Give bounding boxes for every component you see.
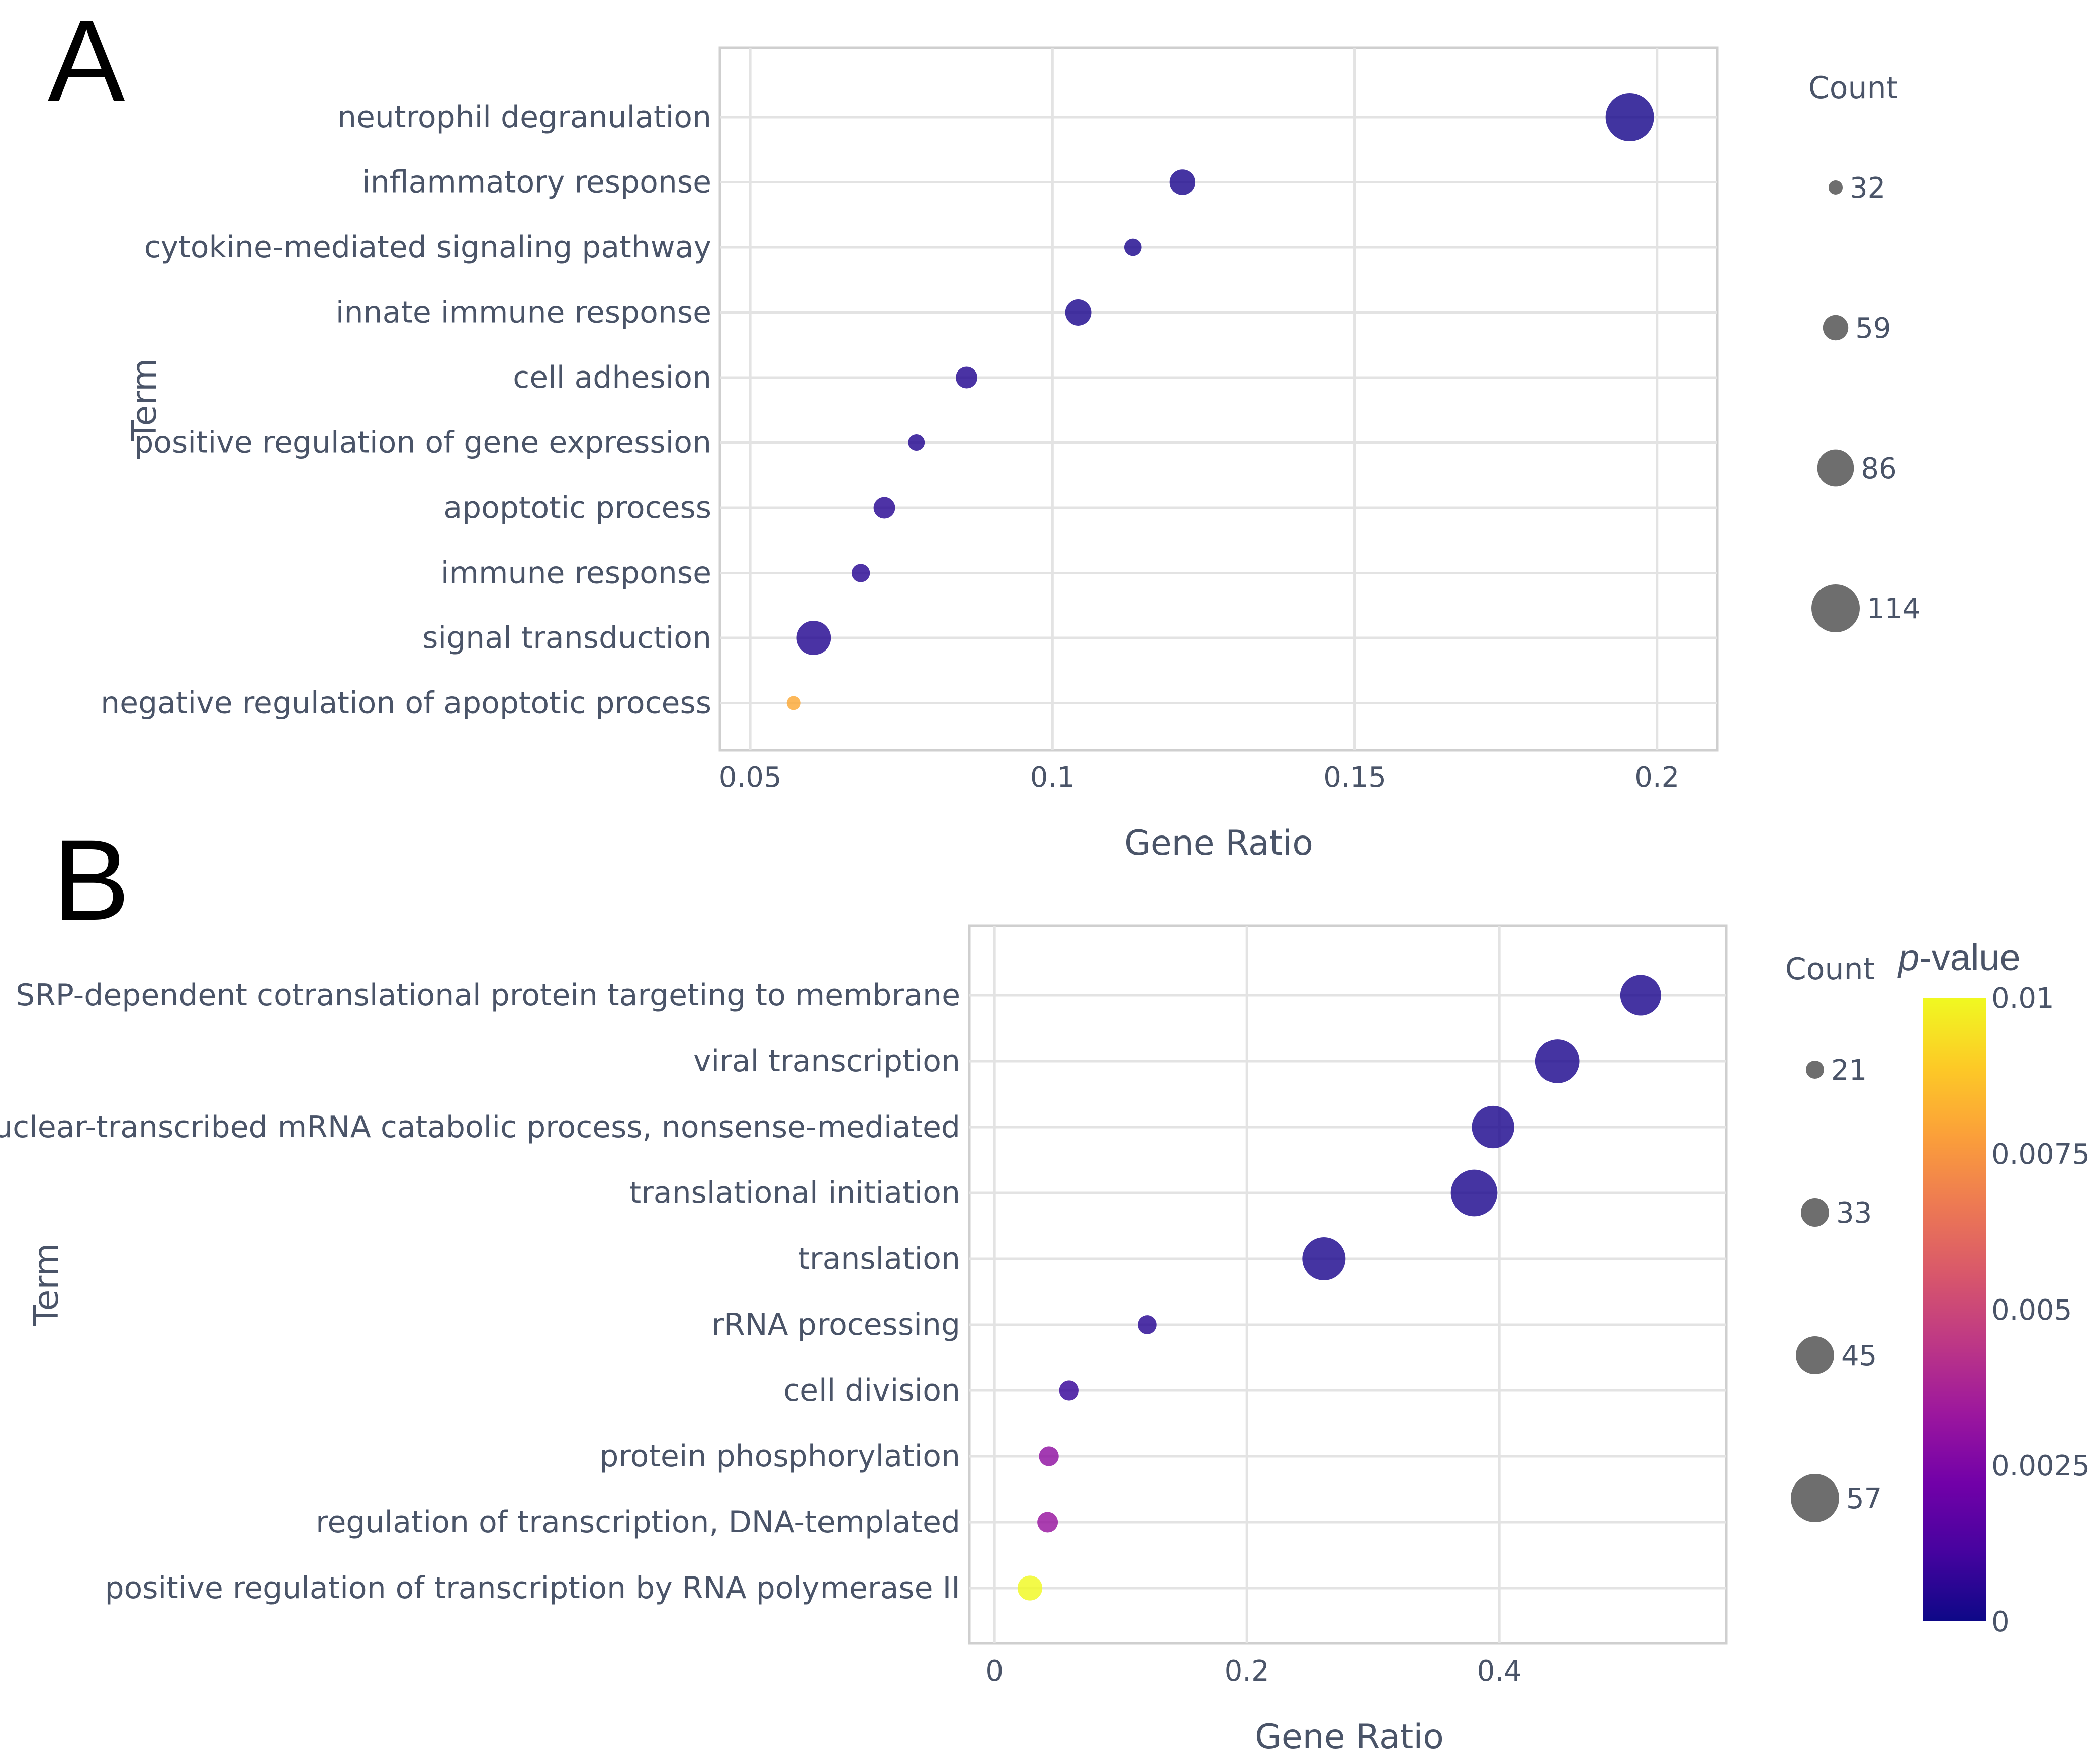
panel-b-term-labels: SRP-dependent cotranslational protein ta… [0, 978, 960, 1606]
panel-a: A neutrophil degranulation inflammatory r… [48, 0, 1921, 863]
size-legend-marker [1801, 1198, 1829, 1227]
colorbar-tick-label: 0.005 [1991, 1294, 2072, 1327]
term-label: positive regulation of transcription by … [105, 1570, 960, 1606]
data-point [873, 497, 895, 519]
size-legend-marker [1806, 1061, 1824, 1079]
panel-b-x-ticks: 0 0.2 0.4 [985, 1655, 1521, 1688]
colorbar-title-rest: -value [1919, 937, 2021, 978]
x-tick-label: 0.2 [1634, 761, 1679, 794]
size-legend-marker [1791, 1474, 1839, 1522]
data-point [1535, 1039, 1580, 1083]
data-point [796, 621, 831, 655]
size-legend-label: 57 [1846, 1482, 1882, 1515]
data-point [852, 564, 870, 582]
size-legend-label: 32 [1850, 172, 1885, 205]
size-legend-label: 33 [1836, 1197, 1872, 1230]
panel-b-size-legend-title: Count [1785, 952, 1875, 987]
size-legend-marker [1823, 315, 1849, 341]
data-point [1065, 299, 1092, 326]
data-point [1450, 1169, 1498, 1217]
panel-a-plot-frame [718, 46, 1719, 752]
size-legend-marker [1817, 449, 1854, 487]
term-label: neutrophil degranulation [337, 100, 711, 135]
size-legend-label: 45 [1841, 1340, 1877, 1372]
term-label: nuclear-transcribed mRNA catabolic proce… [0, 1109, 960, 1145]
term-label: protein phosphorylation [599, 1439, 960, 1474]
panel-a-size-legend-title: Count [1808, 70, 1898, 106]
term-label: innate immune response [336, 295, 711, 330]
data-point [1059, 1380, 1079, 1401]
data-point [1302, 1237, 1346, 1280]
colorbar-tick-label: 0 [1991, 1606, 2010, 1638]
panel-b-plot-frame [968, 924, 1728, 1645]
panel-b-x-axis-title: Gene Ratio [1255, 1717, 1444, 1757]
data-point [1169, 169, 1196, 195]
term-label: negative regulation of apoptotic process [101, 686, 711, 721]
x-tick-label: 0.2 [1225, 1655, 1269, 1688]
term-label: signal transduction [422, 620, 711, 656]
term-label: viral transcription [693, 1044, 960, 1079]
size-legend-label: 86 [1861, 452, 1896, 485]
term-label: cell division [783, 1373, 960, 1408]
colorbar-tick-label: 0.0025 [1991, 1450, 2090, 1482]
size-legend-label: 114 [1867, 593, 1921, 625]
panel-a-x-axis-title: Gene Ratio [1124, 823, 1313, 863]
data-point [1138, 1315, 1157, 1334]
panel-a-term-labels: neutrophil degranulation inflammatory res… [101, 100, 711, 721]
term-label: cell adhesion [513, 360, 711, 395]
term-label: translational initiation [629, 1175, 960, 1211]
x-tick-label: 0 [985, 1655, 1004, 1688]
panel-a-size-legend: 32 59 86 114 [1811, 172, 1921, 632]
term-label: regulation of transcription, DNA-templat… [316, 1505, 960, 1540]
term-label: inflammatory response [362, 165, 711, 200]
colorbar-ticks: 0 0.0025 0.005 0.0075 0.01 [1991, 982, 2090, 1638]
data-point [786, 696, 801, 710]
term-label: cytokine-mediated signaling pathway [144, 230, 711, 265]
size-legend-label: 59 [1855, 312, 1891, 345]
term-label: SRP-dependent cotranslational protein ta… [16, 978, 960, 1013]
panel-a-y-axis-title: Term [125, 358, 164, 442]
data-point [1039, 1446, 1059, 1466]
panel-b-points [1017, 975, 1661, 1601]
data-point [1017, 1575, 1043, 1601]
colorbar-tick-label: 0.0075 [1991, 1138, 2090, 1171]
panel-b-size-legend: 21 33 45 57 [1791, 1054, 1882, 1522]
panel-a-points [786, 93, 1654, 710]
x-tick-label: 0.15 [1323, 761, 1386, 794]
panel-b-gridlines [969, 926, 1726, 1643]
panel-a-x-ticks: 0.05 0.1 0.15 0.2 [719, 761, 1680, 794]
term-label: translation [798, 1241, 960, 1276]
term-label: positive regulation of gene expression [134, 425, 711, 460]
panel-b: B SRP-dependent cotranslational protein … [0, 815, 2090, 1757]
data-point [1605, 93, 1654, 141]
data-point [1124, 238, 1142, 256]
term-label: apoptotic process [443, 490, 711, 525]
size-legend-marker [1811, 584, 1860, 632]
size-legend-marker [1829, 180, 1843, 195]
data-point [1037, 1512, 1058, 1533]
panel-a-letter: A [48, 0, 125, 125]
data-point [1472, 1105, 1514, 1149]
colorbar-title: p-value [1897, 937, 2021, 978]
panel-b-y-axis-title: Term [27, 1243, 66, 1327]
x-tick-label: 0.1 [1030, 761, 1075, 794]
panel-b-letter: B [53, 815, 130, 945]
data-point [908, 434, 925, 451]
colorbar [1923, 998, 1986, 1621]
panel-a-gridlines [720, 48, 1717, 750]
size-legend-label: 21 [1831, 1054, 1867, 1087]
data-point [956, 366, 978, 389]
data-point [1620, 975, 1661, 1016]
colorbar-title-italic: p [1897, 937, 1919, 978]
term-label: rRNA processing [711, 1307, 960, 1342]
x-tick-label: 0.05 [719, 761, 782, 794]
size-legend-marker [1796, 1336, 1834, 1374]
term-label: immune response [441, 555, 711, 591]
colorbar-tick-label: 0.01 [1991, 982, 2054, 1015]
x-tick-label: 0.4 [1477, 1655, 1522, 1688]
